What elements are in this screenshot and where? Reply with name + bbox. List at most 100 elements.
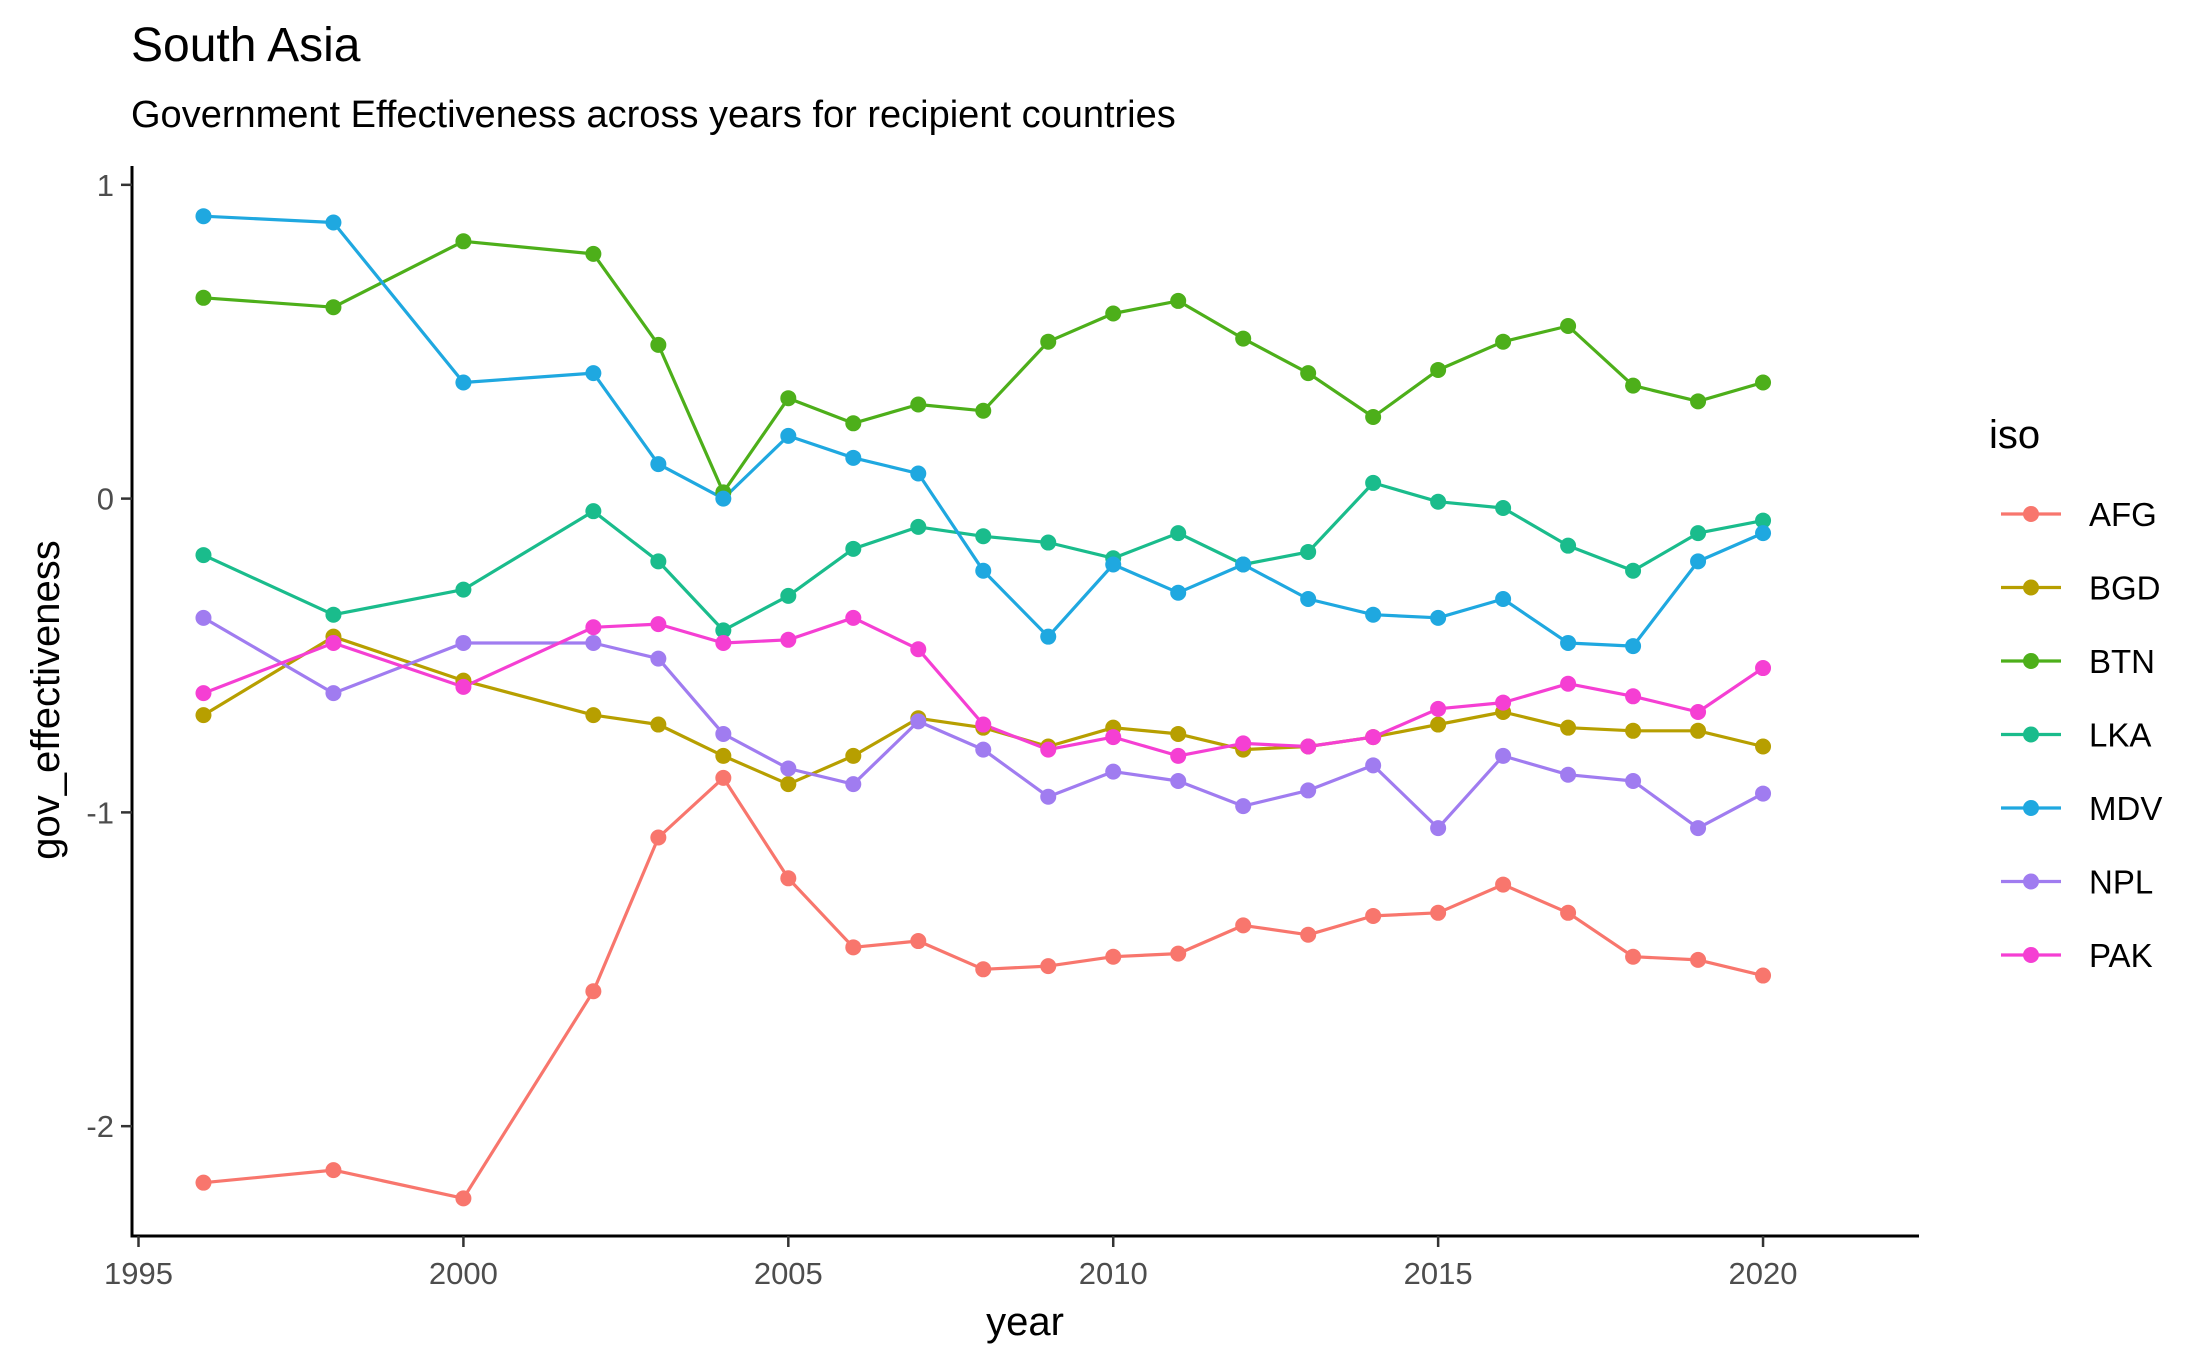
data-point-npl [1170, 773, 1187, 790]
data-point-pak [845, 609, 862, 626]
legend: iso AFG BGD BTN LKA MDV NPL PAK [1989, 413, 2162, 974]
data-point-afg [1105, 948, 1122, 965]
data-point-btn [195, 289, 212, 306]
data-point-pak [325, 634, 342, 651]
data-point-bgd [1170, 725, 1187, 742]
data-point-npl [1365, 757, 1382, 774]
data-point-btn [910, 396, 927, 413]
legend-label: MDV [2089, 790, 2162, 827]
data-point-pak [1755, 660, 1772, 677]
data-point-pak [975, 716, 992, 733]
data-point-afg [1495, 876, 1512, 893]
chart-subtitle: Government Effectiveness across years fo… [131, 94, 1176, 136]
data-point-npl [195, 609, 212, 626]
data-point-mdv [1170, 584, 1187, 601]
data-point-mdv [650, 456, 667, 473]
data-point-npl [1300, 782, 1317, 799]
data-point-mdv [455, 374, 472, 391]
data-point-pak [1235, 735, 1252, 752]
data-point-mdv [195, 208, 212, 225]
data-point-btn [455, 233, 472, 250]
data-point-afg [1755, 967, 1772, 984]
data-point-afg [910, 933, 927, 950]
series-line-lka [202, 481, 1764, 632]
data-point-npl [715, 725, 732, 742]
legend-label: PAK [2089, 937, 2153, 974]
legend-item-bgd: BGD [2001, 570, 2161, 607]
data-point-pak [455, 678, 472, 695]
data-point-btn [1560, 318, 1577, 335]
data-point-pak [1560, 675, 1577, 692]
data-point-pak [585, 619, 602, 636]
data-point-npl [1625, 773, 1642, 790]
data-point-btn [1170, 292, 1187, 309]
data-point-afg [195, 1174, 212, 1191]
data-point-afg [325, 1162, 342, 1179]
data-point-pak [715, 634, 732, 651]
data-point-pak [1690, 703, 1707, 720]
series-points [195, 208, 1772, 1207]
data-point-npl [1105, 763, 1122, 780]
data-point-afg [650, 829, 667, 846]
data-point-afg [1560, 904, 1577, 921]
y-axis-title: gov_effectiveness [24, 540, 68, 859]
data-point-lka [910, 518, 927, 535]
data-point-afg [455, 1190, 472, 1207]
data-point-npl [1755, 785, 1772, 802]
data-point-bgd [650, 716, 667, 733]
data-point-bgd [585, 707, 602, 724]
data-point-mdv [1755, 525, 1772, 542]
data-point-mdv [1690, 553, 1707, 570]
legend-key-point [2023, 506, 2039, 522]
series-line-npl [202, 616, 1764, 830]
data-point-lka [650, 553, 667, 570]
data-point-lka [1430, 493, 1447, 510]
data-point-npl [910, 713, 927, 730]
data-point-pak [1495, 694, 1512, 711]
data-point-npl [845, 776, 862, 793]
data-point-npl [1495, 747, 1512, 764]
data-point-lka [1625, 562, 1642, 579]
y-tick-label: -1 [86, 795, 114, 830]
data-point-pak [1625, 688, 1642, 705]
y-tick-label: -2 [86, 1109, 114, 1144]
legend-key-point [2023, 653, 2039, 669]
data-point-lka [1365, 474, 1382, 491]
data-point-bgd [845, 747, 862, 764]
data-point-bgd [195, 707, 212, 724]
data-point-pak [910, 641, 927, 658]
data-point-pak [1300, 738, 1317, 755]
x-tick-label: 2000 [429, 1256, 498, 1291]
series-line-btn [203, 239, 1764, 494]
data-point-btn [325, 299, 342, 316]
data-point-lka [455, 581, 472, 598]
data-point-afg [975, 961, 992, 978]
data-point-npl [455, 634, 472, 651]
series-lines [202, 214, 1764, 1200]
data-point-mdv [780, 427, 797, 444]
legend-label: BTN [2089, 643, 2155, 680]
data-point-btn [1300, 365, 1317, 382]
data-point-afg [1690, 951, 1707, 968]
data-point-afg [845, 939, 862, 956]
data-point-afg [1040, 958, 1057, 975]
legend-title: iso [1989, 413, 2040, 457]
data-point-mdv [1300, 591, 1317, 608]
data-point-lka [1170, 525, 1187, 542]
data-point-lka [845, 540, 862, 557]
data-point-mdv [975, 562, 992, 579]
data-point-btn [1690, 393, 1707, 410]
data-point-btn [585, 245, 602, 262]
data-point-btn [780, 390, 797, 407]
data-point-btn [1235, 330, 1252, 347]
data-point-btn [1625, 377, 1642, 394]
data-point-mdv [845, 449, 862, 466]
legend-key-point [2023, 873, 2039, 890]
y-tick-label: 0 [97, 482, 114, 517]
data-point-mdv [325, 214, 342, 231]
data-point-afg [1625, 948, 1642, 965]
data-point-mdv [910, 465, 927, 482]
data-point-btn [650, 336, 667, 353]
legend-label: AFG [2089, 496, 2157, 533]
